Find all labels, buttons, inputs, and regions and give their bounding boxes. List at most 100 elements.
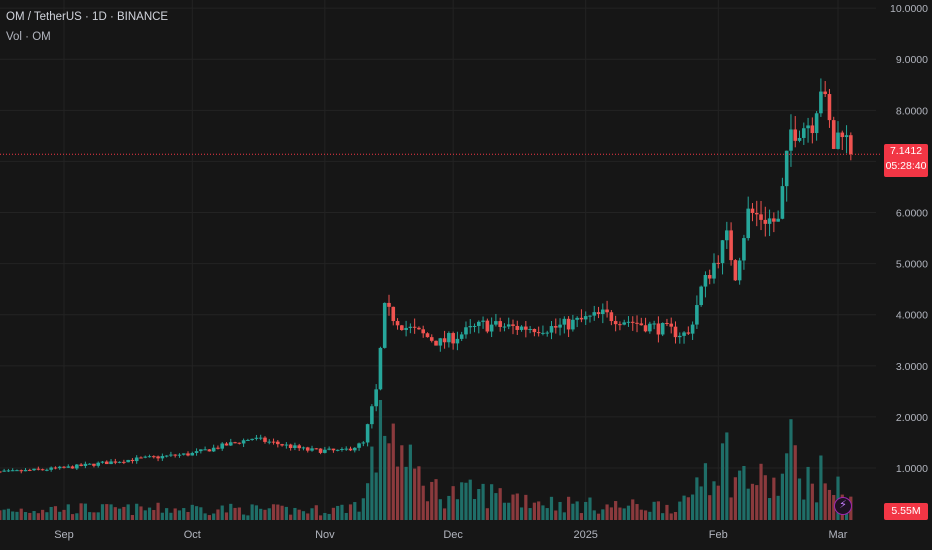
candle-body xyxy=(40,469,45,471)
candle-body xyxy=(109,461,113,465)
volume-bar xyxy=(11,511,15,520)
candle-body xyxy=(395,321,400,326)
price-tick-label: 3.0000 xyxy=(896,361,928,373)
candle-body xyxy=(169,454,173,456)
volume-bar xyxy=(545,508,549,520)
volume-bar xyxy=(806,466,810,520)
candle-body xyxy=(707,275,712,279)
volume-bar xyxy=(246,515,250,520)
volume-indicator-title[interactable]: Vol · OM xyxy=(6,31,51,43)
volume-bar xyxy=(485,508,489,520)
candle-body xyxy=(57,466,62,469)
volume-bar xyxy=(250,504,254,520)
candle-body xyxy=(352,447,357,451)
volume-bar xyxy=(408,444,412,520)
candle-body xyxy=(83,463,88,466)
volume-bar xyxy=(635,504,639,520)
candle-body xyxy=(246,439,250,441)
candle-body xyxy=(464,327,468,335)
candle-body xyxy=(596,312,601,315)
candle-body xyxy=(767,218,772,224)
candle-body xyxy=(468,326,473,328)
volume-bar xyxy=(451,486,455,520)
volume-bar xyxy=(652,501,656,520)
volume-bar xyxy=(36,513,40,520)
volume-bar xyxy=(772,477,776,520)
candle-body xyxy=(746,208,750,239)
candle-body xyxy=(378,347,383,390)
volume-bar xyxy=(579,513,584,520)
price-tick-label: 8.0000 xyxy=(896,105,928,117)
volume-bar xyxy=(165,508,169,520)
candle-body xyxy=(562,318,567,325)
candle-body xyxy=(677,335,682,338)
candle-body xyxy=(250,438,254,440)
price-axis[interactable]: 10.0000 9.0000 8.0000 6.0000 5.0000 4.0000 3.0… xyxy=(890,3,928,475)
candle-body xyxy=(241,440,246,444)
candle-body xyxy=(318,448,323,453)
candle-body xyxy=(844,135,849,138)
candle-body xyxy=(622,322,626,325)
candle-body xyxy=(15,470,19,472)
candle-body xyxy=(635,322,639,324)
volume-bar xyxy=(588,497,592,520)
volume-bar xyxy=(207,515,211,520)
candle-body xyxy=(288,444,293,449)
candle-body xyxy=(656,323,661,335)
candle-body xyxy=(70,466,75,469)
volume-bar xyxy=(267,508,271,520)
volume-bar xyxy=(605,504,609,520)
volume-bar xyxy=(656,501,660,520)
candle-body xyxy=(511,324,515,326)
candle-body xyxy=(801,128,806,138)
volume-bar xyxy=(88,512,92,520)
candle-body xyxy=(459,334,464,339)
volume-bar xyxy=(738,470,742,520)
time-tick-label: Mar xyxy=(829,529,848,541)
volume-bar xyxy=(314,505,318,520)
candle-body xyxy=(639,323,644,326)
volume-bar xyxy=(742,465,746,520)
volume-bar xyxy=(648,511,652,520)
volume-bar xyxy=(19,508,23,520)
volume-bar xyxy=(83,503,87,520)
volume-bar xyxy=(789,419,793,520)
candle-body xyxy=(737,260,742,281)
time-tick-label: Feb xyxy=(709,529,728,541)
candle-body xyxy=(613,321,618,325)
candle-body xyxy=(117,461,122,463)
volume-bar xyxy=(823,483,827,520)
symbol-title[interactable]: OM / TetherUS · 1D · BINANCE xyxy=(6,11,169,23)
candle-body xyxy=(344,448,349,450)
candle-body xyxy=(648,323,652,332)
volume-bar xyxy=(58,511,62,520)
volume-bar xyxy=(442,508,447,520)
candle-body xyxy=(96,462,101,466)
candle-body xyxy=(92,463,96,466)
volume-bar xyxy=(383,435,387,520)
volume-bar xyxy=(156,502,160,520)
candle-body xyxy=(502,326,507,328)
candle-body xyxy=(566,318,571,330)
candle-body xyxy=(293,445,297,449)
candle-body xyxy=(695,305,699,325)
candle-body xyxy=(177,454,182,456)
candle-body xyxy=(357,443,361,448)
volume-bar xyxy=(203,513,207,520)
volume-bar xyxy=(6,508,11,520)
volume-bar xyxy=(306,513,310,520)
volume-bar xyxy=(49,506,53,520)
volume-bar xyxy=(220,505,224,520)
volume-bar xyxy=(366,483,370,520)
lightning-icon[interactable]: ⚡ xyxy=(834,497,852,515)
candle-body xyxy=(571,319,575,330)
candle-body xyxy=(27,469,32,471)
price-tick-label: 9.0000 xyxy=(896,54,928,66)
time-axis[interactable]: Sep Oct Nov Dec 2025 Feb Mar xyxy=(54,529,848,541)
candle-body xyxy=(836,132,840,149)
candle-body xyxy=(152,456,156,458)
volume-bar xyxy=(224,512,229,520)
candle-body xyxy=(776,218,780,222)
volume-bar xyxy=(720,443,725,520)
